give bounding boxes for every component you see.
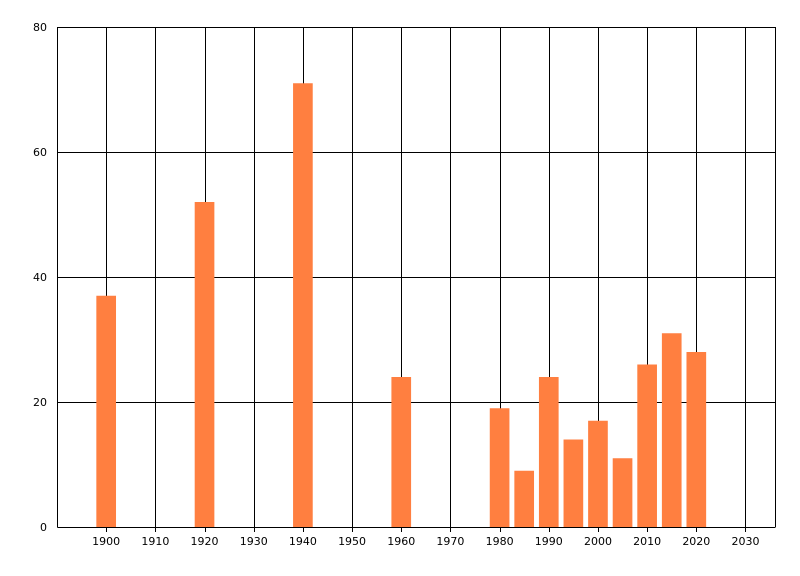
bar-2000 (588, 420, 608, 527)
bar-1990 (538, 377, 559, 527)
bar-2005 (612, 458, 633, 527)
x-tick-label: 1950 (338, 535, 366, 548)
x-tick-label: 1990 (535, 535, 563, 548)
bar-1900 (96, 295, 117, 527)
x-tick-label: 1900 (92, 535, 120, 548)
x-tick-label: 1980 (486, 535, 514, 548)
axes (57, 27, 776, 528)
bar-2020 (686, 352, 707, 527)
x-tick-label: 1910 (141, 535, 169, 548)
bar-1940 (293, 83, 313, 527)
bar-1985 (514, 470, 535, 527)
x-tick-label: 1930 (240, 535, 268, 548)
x-tick-label: 1960 (387, 535, 415, 548)
x-tick-label: 1920 (191, 535, 219, 548)
x-tick-label: 1940 (289, 535, 317, 548)
y-tick-label: 60 (33, 146, 47, 159)
bar-2015 (661, 333, 682, 527)
bar-1960 (391, 377, 412, 527)
x-tick-labels: 1900 1910 1920 1930 1940 1950 1960 1970 1980 1990… (92, 535, 759, 548)
x-tick-label: 2000 (584, 535, 612, 548)
bar-1920 (194, 202, 215, 527)
x-tick-label: 1970 (436, 535, 464, 548)
y-tick-label: 0 (40, 521, 47, 534)
y-tick-label: 80 (33, 21, 47, 34)
y-tick-label: 40 (33, 271, 47, 284)
x-tick-label: 2010 (633, 535, 661, 548)
x-tick-label: 2030 (731, 535, 759, 548)
bar-1980 (489, 408, 510, 527)
y-tick-labels: 0 20 40 60 80 (33, 21, 47, 534)
y-tick-label: 20 (33, 396, 47, 409)
bar-1995 (563, 439, 584, 527)
bar-series (96, 83, 707, 527)
x-tick-label: 2020 (682, 535, 710, 548)
bar-2010 (637, 364, 657, 527)
